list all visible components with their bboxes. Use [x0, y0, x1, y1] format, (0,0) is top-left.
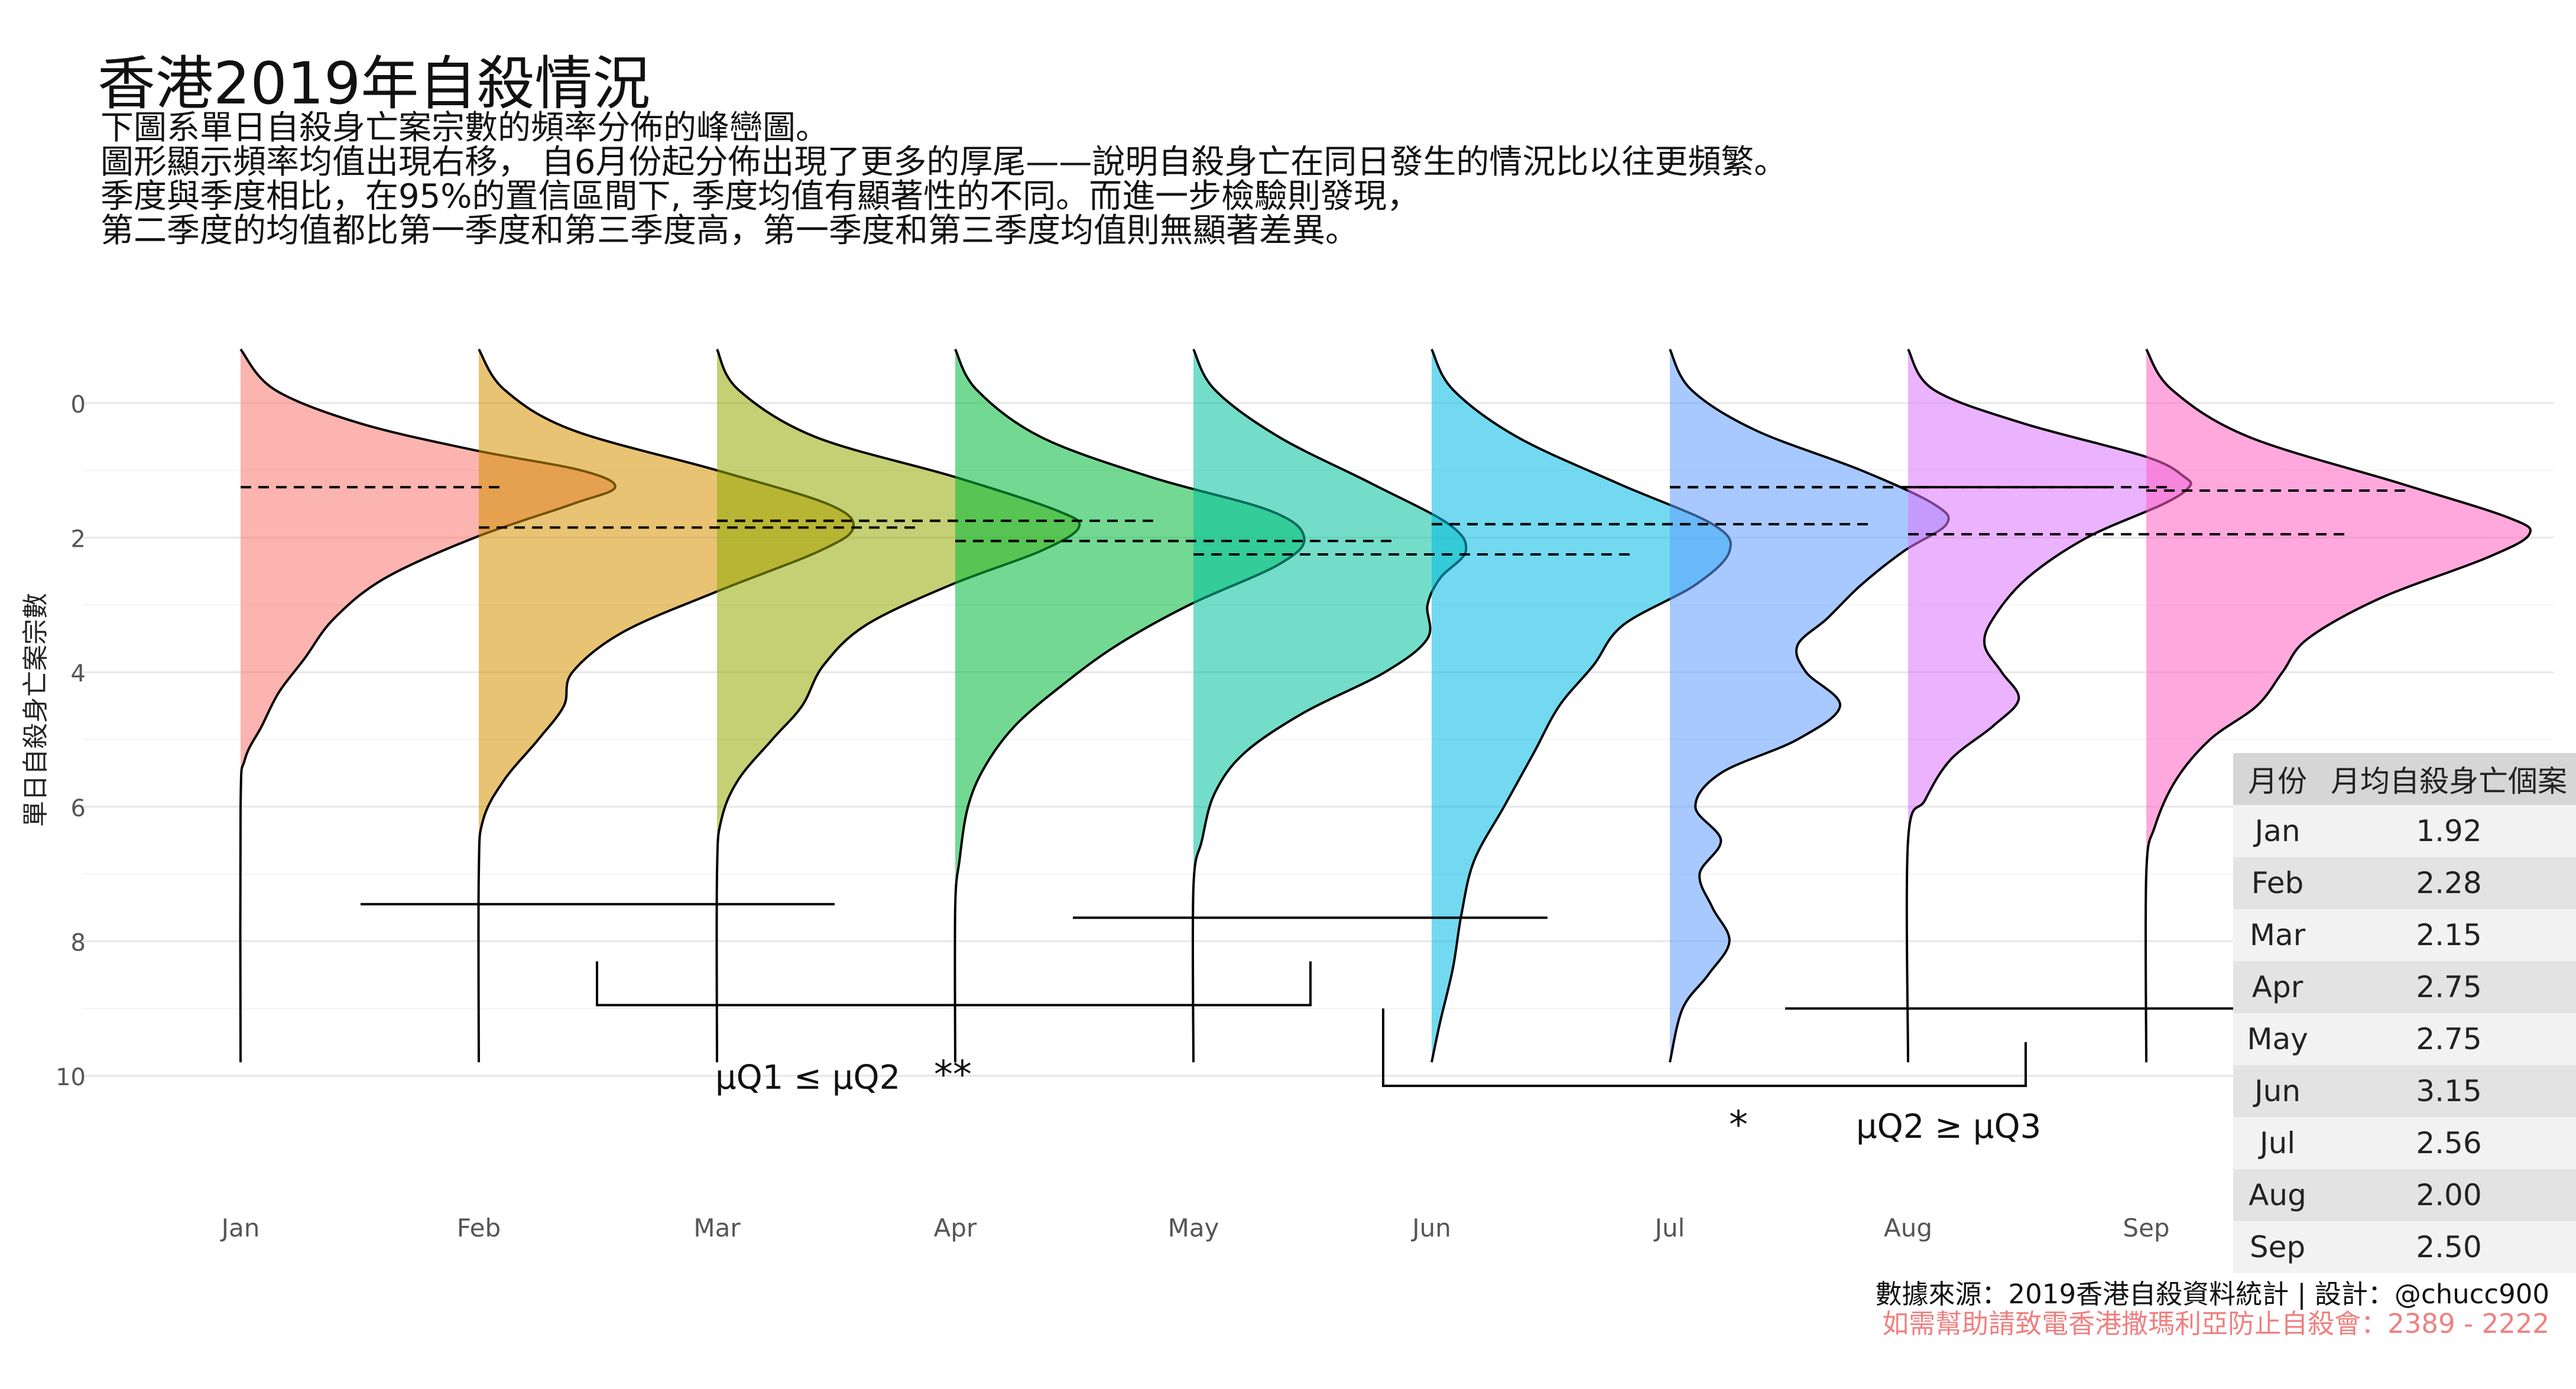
table-cell-month: May [2233, 1013, 2322, 1065]
table-cell-mean: 2.50 [2322, 1221, 2576, 1273]
annotation-q1-q2: μQ1 ≤ μQ2 [715, 1059, 900, 1097]
hotline-note: 如需幫助請致電香港撒瑪利亞防止自殺會：2389 - 2222 [1882, 1308, 2549, 1339]
table-cell-mean: 2.15 [2322, 909, 2576, 961]
ridge-layer [239, 348, 2532, 1063]
table-header-mean: 月均自殺身亡個案 [2322, 753, 2576, 805]
table-row: Mar 2.15 [2233, 909, 2576, 961]
significance-stars-q1-q2: ** [934, 1053, 972, 1097]
table-cell-month: Jan [2233, 805, 2322, 857]
x-tick-label: Apr [934, 1213, 977, 1242]
table-header-month: 月份 [2233, 753, 2322, 805]
x-tick-label: Jul [1653, 1213, 1685, 1242]
y-tick-label: 6 [71, 795, 86, 822]
table-cell-mean: 2.28 [2322, 857, 2576, 909]
chart-subtitle: 下圖系單日自殺身亡案宗數的頻率分佈的峰巒圖。 圖形顯示頻率均值出現右移， 自6月… [100, 111, 1787, 248]
mean-lines [241, 486, 2409, 556]
caption: 數據來源：2019香港自殺資料統計 | 設計：@chucc900 如需幫助請致電… [1876, 1280, 2549, 1339]
significance-brackets: μQ1 ≤ μQ2 ** μQ2 ≥ μQ3 * [361, 903, 2240, 1147]
table-row: May 2.75 [2233, 1013, 2576, 1065]
table-cell-month: Feb [2233, 857, 2322, 909]
table-row: Feb 2.28 [2233, 857, 2576, 909]
ridge-fill-jun [1432, 349, 1731, 1063]
table-header-row: 月份 月均自殺身亡個案 [2233, 753, 2576, 805]
subtitle-line: 第二季度的均值都比第一季度和第三季度高，第一季度和第三季度均值則無顯著差異。 [100, 212, 1358, 250]
ridge-fill-aug [1906, 349, 2191, 1063]
x-tick-label: Feb [457, 1213, 501, 1242]
ridge-outline-sep [2144, 348, 2532, 1063]
data-source-credit: 數據來源：2019香港自殺資料統計 | 設計：@chucc900 [1875, 1278, 2549, 1310]
table-row: Jul 2.56 [2233, 1117, 2576, 1169]
significance-star-q2-q3: * [1729, 1104, 1748, 1147]
bracket-q2-q3 [1382, 1008, 2027, 1088]
table-cell-mean: 1.92 [2322, 805, 2576, 857]
y-tick-label: 0 [71, 391, 86, 418]
x-tick-label: May [1168, 1213, 1219, 1242]
ridge-outline-may [1191, 349, 1468, 1063]
annotation-q2-q3: μQ2 ≥ μQ3 [1856, 1108, 2041, 1146]
subtitle-line: 下圖系單日自殺身亡案宗數的頻率分佈的峰巒圖。 [100, 109, 829, 147]
ridge-outline-jul [1669, 349, 1950, 1063]
table-cell-mean: 2.75 [2322, 1013, 2576, 1065]
x-tick-label: Jun [1410, 1213, 1451, 1242]
ridge-outline-mar [715, 349, 1081, 1063]
axes: 0 2 4 6 8 10 單日自殺身亡案宗數 Jan Feb Mar Apr May Jun Jul Aug… [21, 391, 2170, 1242]
ridge-outline-jun [1430, 349, 1732, 1063]
table-cell-month: Jun [2233, 1065, 2322, 1117]
x-tick-label: Sep [2123, 1213, 2169, 1242]
x-tick-label: Mar [693, 1213, 741, 1242]
chart-title: 香港2019年自殺情況 [98, 50, 651, 118]
table-cell-mean: 2.00 [2322, 1169, 2576, 1221]
ridge-outline-aug [1905, 348, 2192, 1063]
ridge-fill-sep [2145, 349, 2531, 1063]
ridge-outline-apr [953, 349, 1306, 1063]
ridge-outline-jan [239, 348, 617, 1063]
table-cell-mean: 2.75 [2322, 961, 2576, 1013]
y-tick-label: 10 [56, 1064, 86, 1091]
subtitle-line: 季度與季度相比，在95%的置信區間下, 季度均值有顯著性的不同。而進一步檢驗則發… [100, 177, 1420, 216]
table-cell-month: Sep [2233, 1221, 2322, 1273]
table-row: Jun 3.15 [2233, 1065, 2576, 1117]
table-cell-month: Aug [2233, 1169, 2322, 1221]
table-cell-mean: 3.15 [2322, 1065, 2576, 1117]
y-tick-label: 2 [71, 526, 86, 553]
y-tick-label: 8 [71, 929, 86, 956]
table-cell-month: Jul [2233, 1117, 2322, 1169]
ridge-fill-jul [1670, 349, 1949, 1063]
table-cell-month: Mar [2233, 909, 2322, 961]
y-axis-title: 單日自殺身亡案宗數 [21, 593, 51, 827]
table-row: Jan 1.92 [2233, 805, 2576, 857]
y-tick-label: 4 [71, 660, 86, 687]
table-row: Sep 2.50 [2233, 1221, 2576, 1273]
table-cell-mean: 2.56 [2322, 1117, 2576, 1169]
table-row: Aug 2.00 [2233, 1169, 2576, 1221]
ridge-fill-may [1192, 349, 1467, 1063]
subtitle-line: 圖形顯示頻率均值出現右移， 自6月份起分佈出現了更多的厚尾——說明自殺身亡在同日… [100, 143, 1787, 181]
x-tick-label: Aug [1884, 1213, 1932, 1242]
monthly-mean-table: 月份 月均自殺身亡個案 Jan 1.92 Feb 2.28 Mar 2.15 Apr 2… [2233, 753, 2576, 1273]
table-row: Apr 2.75 [2233, 961, 2576, 1013]
x-tick-label: Jan [220, 1213, 260, 1242]
ridge-outline-feb [477, 348, 855, 1063]
table-cell-month: Apr [2233, 961, 2322, 1013]
bracket-q1-q2 [596, 961, 1312, 1007]
ridge-fill-jan [240, 349, 615, 1063]
